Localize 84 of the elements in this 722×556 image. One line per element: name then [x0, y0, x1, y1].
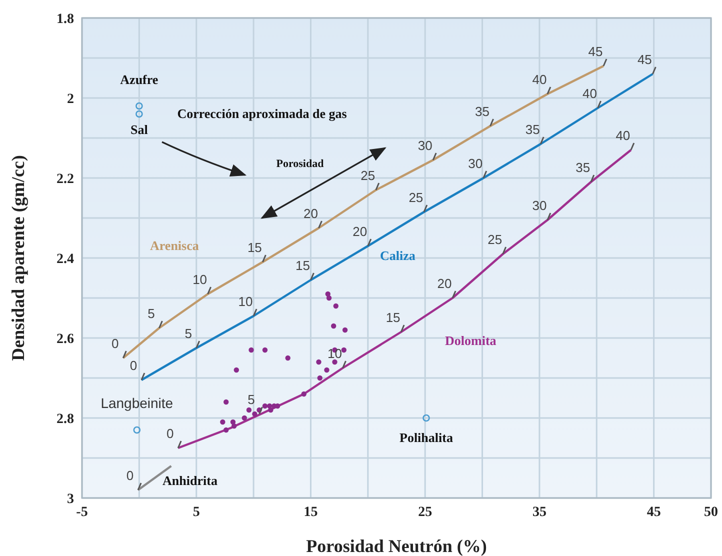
annotation: 40: [532, 72, 547, 87]
series-label: Azufre: [120, 72, 158, 87]
annotation: Porosidad: [276, 158, 324, 170]
point: [136, 110, 143, 118]
point: [333, 303, 338, 309]
y-tick-label: 2.4: [56, 252, 74, 267]
series-label: Sal: [130, 122, 148, 137]
annotation: 20: [304, 206, 318, 221]
x-tick-label: -5: [76, 504, 88, 520]
line-series: [122, 64, 605, 360]
annotation: 0: [166, 426, 174, 441]
point: [136, 102, 143, 110]
point: [268, 407, 274, 413]
point: [317, 375, 322, 381]
x-tick-label: 5: [192, 504, 200, 520]
annotation: 10: [328, 346, 342, 361]
y-axis-title: Densidad aparente (gm/cc): [8, 155, 28, 361]
annotation: 30: [468, 156, 483, 171]
point: [331, 323, 336, 329]
annotation: 10: [192, 272, 208, 287]
point: [246, 407, 252, 413]
point: [341, 347, 346, 353]
annotation: 15: [295, 258, 310, 273]
annotation: 0: [112, 336, 119, 351]
annotation: 5: [184, 326, 192, 341]
point: [332, 359, 338, 365]
point: [248, 347, 254, 353]
point: [252, 411, 258, 417]
annotation: 25: [488, 232, 502, 247]
annotation: 35: [576, 160, 590, 175]
point: [220, 419, 226, 425]
x-axis-title: Porosidad Neutrón (%): [306, 536, 487, 556]
point: [232, 423, 237, 429]
y-tick-label: 2.6: [56, 332, 74, 347]
point: [422, 414, 430, 422]
annotation: 30: [532, 198, 547, 213]
series-label: Caliza: [380, 248, 416, 263]
annotation: 0: [126, 468, 134, 483]
x-tick-label: 25: [418, 504, 432, 520]
annotation: 45: [637, 52, 652, 67]
annotation: 5: [148, 306, 155, 321]
y-tick-label: 3: [67, 492, 74, 507]
point: [262, 403, 268, 409]
series-label: Polihalita: [400, 430, 454, 445]
series-label: Langbeinite: [100, 395, 174, 411]
x-tick-label: 50: [704, 504, 718, 520]
point: [326, 295, 332, 301]
series-label: Anhidrita: [162, 473, 218, 488]
annotation: 10: [238, 294, 253, 309]
point: [133, 426, 141, 434]
point: [242, 415, 247, 421]
point: [316, 359, 322, 365]
y-tick-label: 2.8: [56, 412, 74, 427]
text: Arenisca: [150, 238, 200, 253]
point: [234, 367, 239, 373]
annotation: 30: [418, 138, 432, 153]
y-tick-label: 2: [67, 92, 74, 107]
point: [224, 427, 229, 433]
point: [285, 355, 290, 361]
y-tick-label: 1.8: [56, 12, 74, 27]
annotation: 35: [475, 104, 490, 119]
annotation: 40: [582, 86, 598, 101]
annotation: 35: [525, 122, 540, 137]
x-tick-label: 35: [532, 504, 546, 520]
series-label: Dolomita: [445, 333, 497, 348]
annotation: 15: [386, 310, 400, 325]
point: [224, 399, 229, 405]
annotation: Corrección aproximada de gas: [177, 106, 347, 121]
annotation: 20: [352, 224, 368, 239]
annotation: 25: [408, 190, 424, 205]
annotation: 25: [360, 168, 376, 183]
point: [324, 367, 330, 373]
annotation: 20: [437, 276, 452, 291]
annotation: 5: [248, 392, 255, 407]
x-tick-label: 15: [304, 504, 318, 520]
point: [342, 327, 348, 333]
y-tick-label: 2.2: [56, 172, 74, 187]
annotation: 15: [247, 240, 262, 255]
annotation: 0: [130, 358, 138, 373]
point: [262, 347, 268, 353]
annotation: 45: [588, 44, 603, 59]
x-tick-label: 45: [646, 504, 661, 520]
annotation: 40: [616, 128, 630, 143]
point: [301, 391, 306, 397]
